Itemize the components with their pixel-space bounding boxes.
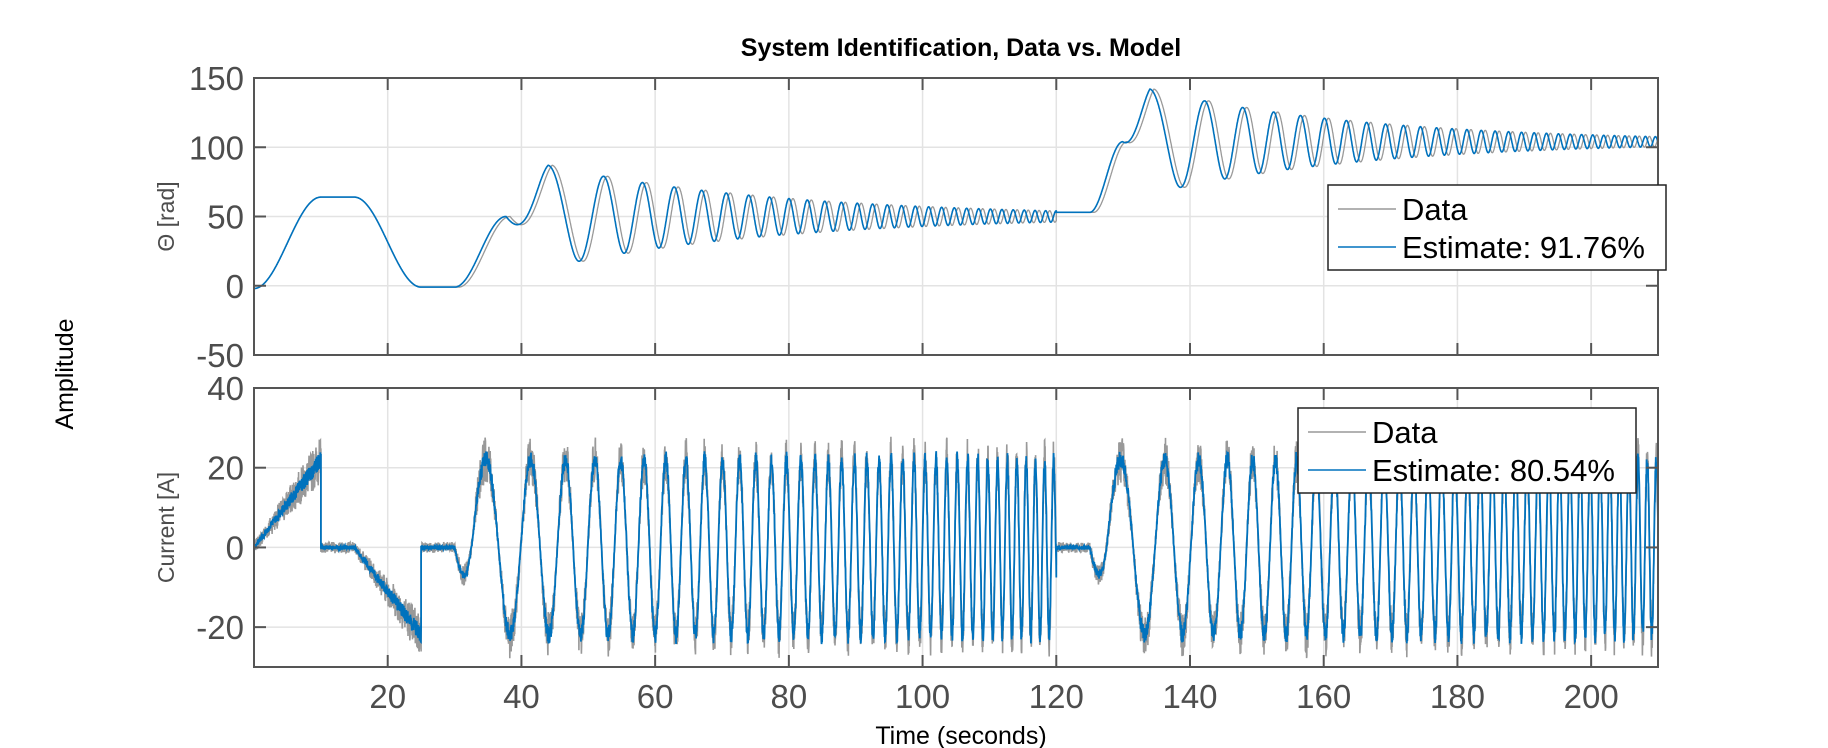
legend-box	[1327, 184, 1667, 271]
x-tick-label: 140	[1162, 678, 1217, 715]
amplitude-label: Amplitude	[51, 318, 79, 429]
legend-entry: Data	[1372, 415, 1438, 450]
chart-title: System Identification, Data vs. Model	[741, 34, 1181, 62]
y-tick-label: -50	[196, 337, 244, 374]
x-tick-label: 100	[895, 678, 950, 715]
x-tick-label: 40	[503, 678, 540, 715]
x-tick-label: 120	[1029, 678, 1084, 715]
y-axis-label-current: Current [A]	[153, 472, 179, 583]
x-tick-label: 60	[637, 678, 674, 715]
y-tick-label: 0	[226, 268, 244, 305]
series-estimate-line	[254, 88, 1658, 290]
x-tick-label: 80	[770, 678, 807, 715]
x-tick-label: 200	[1564, 678, 1619, 715]
y-tick-label: 50	[207, 199, 244, 236]
y-tick-label: 40	[207, 370, 244, 407]
x-tick-label: 160	[1296, 678, 1351, 715]
x-tick-labels: 20 40 60 80 100 120 140 160 180 200	[369, 678, 1618, 715]
legend-box	[1297, 407, 1637, 494]
legend-entry: Estimate: 80.54%	[1372, 453, 1615, 488]
legend-entry: Estimate: 91.76%	[1402, 230, 1645, 265]
x-tick-label: 180	[1430, 678, 1485, 715]
y-tick-label: 0	[226, 529, 244, 566]
series-estimate-line	[254, 450, 1658, 645]
legend-entry: Data	[1402, 192, 1468, 227]
y-tick-label: 100	[189, 129, 244, 166]
axes-frame-current	[253, 387, 1659, 668]
y-axis-label-theta: Θ [rad]	[153, 181, 179, 251]
x-axis-label: Time (seconds)	[875, 722, 1046, 748]
series-current	[254, 436, 1658, 659]
y-tick-label: 150	[189, 60, 244, 97]
y-tick-label: 20	[207, 450, 244, 487]
y-tick-label: -20	[196, 609, 244, 646]
x-tick-label: 20	[369, 678, 406, 715]
series-theta	[254, 88, 1658, 290]
